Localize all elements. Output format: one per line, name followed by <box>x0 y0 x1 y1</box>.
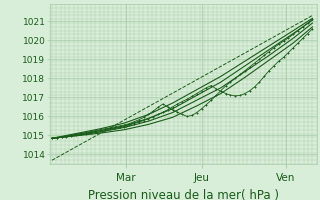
X-axis label: Pression niveau de la mer( hPa ): Pression niveau de la mer( hPa ) <box>88 189 279 200</box>
